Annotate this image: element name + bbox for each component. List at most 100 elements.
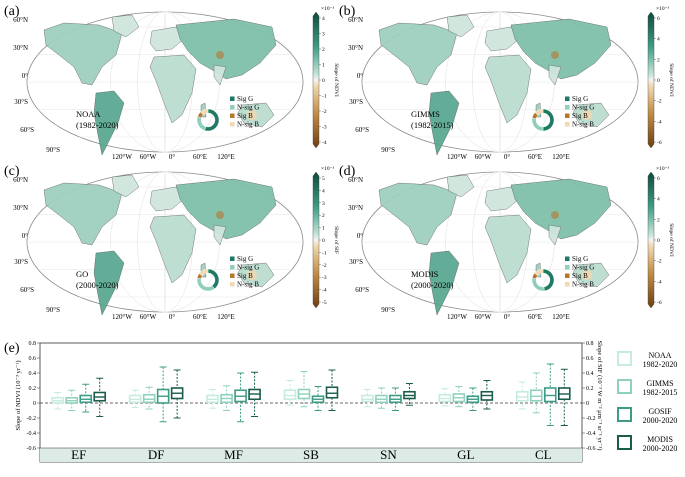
y-axis-label-left: Slope of NDVI (10⁻³ yr⁻¹): [15, 361, 22, 431]
map-legend-label: N-sig B: [237, 281, 259, 289]
browning-patch: [582, 110, 592, 120]
colorbar: [647, 11, 655, 149]
colorbar-tick-label: -2: [322, 109, 327, 115]
map-legend-swatch: [230, 96, 235, 101]
longitude-label: 120°W: [447, 313, 467, 321]
colorbar-unit: ×10⁻³: [321, 166, 335, 172]
box-gimms-mf: [220, 385, 233, 411]
y-tick-label-left: -0.4: [27, 431, 37, 437]
map-legend-label: Sig B: [572, 112, 588, 120]
landmass-north-america: [43, 182, 123, 246]
latitude-label: 60°S: [355, 126, 369, 134]
landmass-north-america: [378, 182, 458, 246]
colorbar-tick-label: 5: [322, 176, 325, 182]
colorbar-title: Slope of NDVI: [668, 63, 675, 97]
latitude-label: 30°S: [14, 98, 28, 106]
latitude-label: 0°: [357, 232, 364, 240]
colorbar-tick-label: 0: [322, 78, 325, 84]
latitude-label: 30°N: [13, 204, 28, 212]
colorbar-tick-label: 6: [657, 16, 660, 22]
panel-label: (a): [4, 4, 20, 19]
latitude-label: 30°N: [13, 44, 28, 52]
map-legend-swatch: [230, 122, 235, 127]
colorbar-tick-label: -2: [657, 99, 662, 105]
box-body: [142, 393, 156, 404]
longitude-label: 60°E: [193, 313, 207, 321]
latitude-label: 60°S: [355, 286, 369, 294]
map-legend-swatch: [230, 105, 235, 110]
panel-label: (c): [4, 164, 20, 179]
latitude-label: 30°N: [348, 204, 363, 212]
category-label: SN: [380, 447, 397, 462]
map-panel-gimms: (b)60°N 30°N 0° 30°S 60°S 90°S 120°W 60°W 0° 60°E…: [339, 4, 675, 161]
boxplot-frame: [39, 342, 583, 463]
browning-patch: [216, 51, 224, 59]
category-strip: [40, 448, 582, 462]
box-body: [283, 389, 297, 401]
box-modis-sb: [325, 369, 339, 411]
map-landmasses: [378, 14, 612, 156]
map-legend-swatch: [230, 113, 235, 118]
colorbar-tick-label: -5: [322, 300, 327, 306]
map-legend-label: N-sig G: [572, 264, 594, 272]
colorbar-tick-label: 2: [322, 47, 325, 53]
colorbar-title: Slope of NDVI: [668, 223, 675, 257]
landmass-africa: [484, 214, 532, 284]
category-label: EF: [71, 447, 86, 462]
map-legend-swatch: [230, 256, 235, 261]
box-modis-df: [170, 369, 184, 419]
map-panel-modis: (d)60°N 30°N 0° 30°S 60°S 90°S 120°W 60°W 0° 60°E…: [339, 164, 675, 321]
box-body: [515, 390, 529, 402]
box-noaa-cl: [515, 381, 529, 410]
map-legend-label: Sig B: [237, 112, 253, 120]
latitude-label: 60°S: [20, 126, 34, 134]
box-body: [325, 386, 339, 399]
colorbar-tick-label: -4: [322, 140, 327, 146]
latitude-label: 60°N: [13, 16, 28, 24]
box-modis-mf: [248, 371, 261, 417]
landmass-europe: [484, 26, 520, 52]
box-gimms-ef: [65, 389, 79, 411]
y-tick-label-left: 0.8: [29, 341, 37, 347]
latitude-label: 60°N: [348, 16, 363, 24]
map-legend-swatch: [565, 256, 570, 261]
y-tick-label-right: -0.4: [586, 431, 596, 437]
longitude-label: 60°E: [528, 313, 542, 321]
dataset-years: (2000-2020): [411, 280, 454, 290]
landmass-south-america: [93, 90, 125, 156]
y-tick-label-right: -0.6: [586, 446, 596, 452]
category-label: DF: [148, 447, 165, 462]
category-label: CL: [535, 447, 552, 462]
donut-slice-nsig-b: [534, 268, 544, 276]
category-label: MF: [224, 447, 243, 462]
box-noaa-gl: [438, 388, 452, 407]
legend-swatch-gosif: [617, 407, 632, 422]
legend-name: MODIS: [647, 435, 673, 444]
map-legend-swatch: [565, 96, 570, 101]
box-gosif-sb: [311, 386, 325, 411]
donut-slice-nsig-b: [200, 108, 209, 116]
map-legend-label: N-sig B: [572, 281, 594, 289]
box-gimms-sb: [297, 371, 311, 408]
box-noaa-sn: [361, 389, 374, 408]
landmass-europe: [484, 186, 520, 212]
longitude-label: 0°: [169, 313, 176, 321]
latitude-label: 60°N: [348, 176, 363, 184]
donut-slice-nsig-b: [198, 268, 209, 277]
landmass-south-america: [428, 250, 460, 316]
colorbar-unit: ×10⁻³: [656, 166, 670, 172]
box-gosif-mf: [234, 372, 247, 423]
colorbar-tick-label: -4: [657, 119, 662, 125]
box-noaa-mf: [206, 389, 219, 409]
map-panel-noaa: (a)60°N 30°N 0° 30°S 60°S 90°S 120°W 60°W 0° 60°E…: [4, 4, 340, 161]
colorbar-title: Slope of NDVI: [333, 63, 340, 97]
landmass-asia: [510, 178, 612, 240]
colorbar-tick-label: 6: [657, 176, 660, 182]
map-legend-label: Sig G: [237, 255, 253, 263]
longitude-label: 60°E: [528, 153, 542, 161]
dataset-years: (1982-2020): [76, 120, 119, 130]
box-body: [543, 387, 557, 403]
category-label: GL: [457, 447, 474, 462]
y-tick-label-right: 0.6: [586, 356, 594, 362]
map-legend-label: N-sig B: [572, 121, 594, 129]
